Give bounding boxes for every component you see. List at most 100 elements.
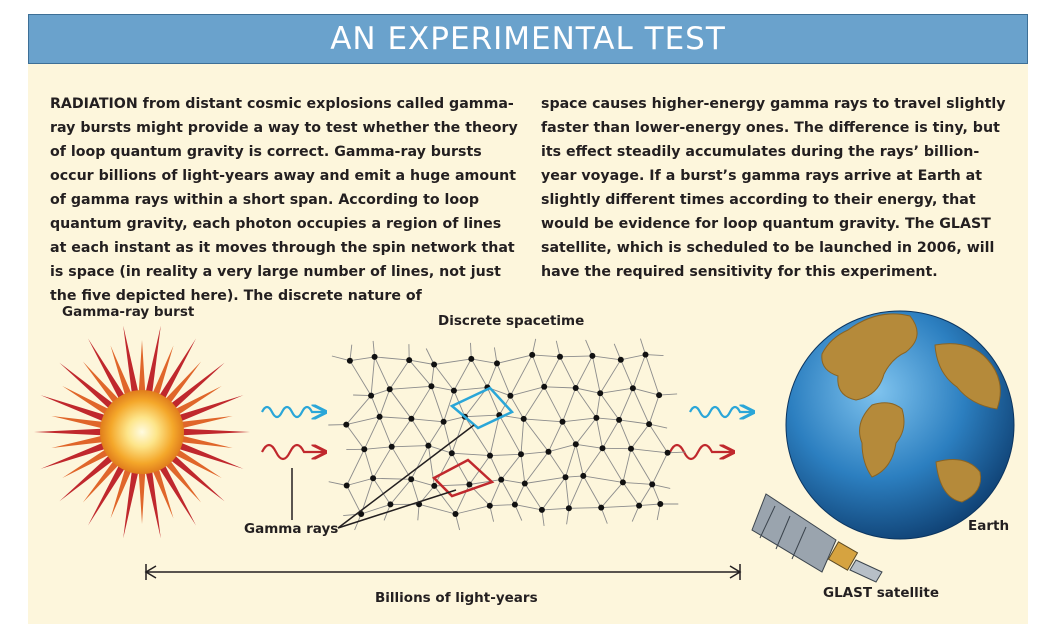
label-gamma-rays: Gamma rays xyxy=(244,521,339,537)
burst-ray xyxy=(34,428,105,436)
burst-ray xyxy=(88,463,126,526)
network-edge xyxy=(345,395,372,425)
network-edge xyxy=(496,354,533,364)
land-mass xyxy=(859,402,905,478)
network-edge xyxy=(523,386,545,420)
network-node xyxy=(466,481,473,488)
photon-region-high xyxy=(449,386,515,430)
network-edge xyxy=(451,452,470,485)
network-edge xyxy=(374,356,391,390)
network-edges xyxy=(328,338,686,531)
network-node xyxy=(431,482,438,489)
network-edge xyxy=(373,477,412,480)
network-node xyxy=(450,387,457,394)
network-edge xyxy=(410,479,420,505)
spin-network xyxy=(328,338,686,531)
network-edge xyxy=(568,475,584,509)
network-edge xyxy=(548,443,576,453)
network-edge xyxy=(575,387,601,394)
network-edge xyxy=(618,419,632,449)
network-edge xyxy=(510,395,525,420)
network-edge xyxy=(343,513,362,517)
burst-ray xyxy=(40,395,108,423)
network-edge xyxy=(453,386,488,392)
network-node xyxy=(440,418,447,425)
network-node xyxy=(428,383,435,390)
network-edge xyxy=(649,423,668,429)
network-node xyxy=(557,353,563,360)
land-mass xyxy=(821,313,918,401)
network-edge xyxy=(523,418,549,452)
network-edge xyxy=(361,503,391,515)
network-edge xyxy=(443,416,466,423)
network-node xyxy=(507,392,514,399)
network-edge xyxy=(659,393,678,396)
body-text-right: space causes higher-energy gamma rays to… xyxy=(541,96,1006,280)
burst-ray xyxy=(173,386,222,416)
network-edge xyxy=(591,355,601,394)
network-node xyxy=(468,355,475,362)
network-edge xyxy=(433,485,456,515)
label-earth: Earth xyxy=(968,518,1010,534)
network-edge xyxy=(411,478,435,487)
network-edge xyxy=(632,388,650,425)
network-edge xyxy=(430,364,435,387)
network-edge xyxy=(524,451,549,484)
network-edge xyxy=(391,418,412,448)
network-edge xyxy=(374,356,410,361)
burst-ray xyxy=(168,362,225,411)
network-node xyxy=(529,351,536,358)
network-node xyxy=(511,501,518,508)
network-node xyxy=(371,353,378,360)
solar-panel xyxy=(849,559,883,583)
network-edge xyxy=(531,354,545,387)
network-edge xyxy=(411,418,444,423)
network-edge xyxy=(363,416,381,450)
network-node xyxy=(580,472,587,479)
network-edge xyxy=(372,478,391,505)
network-edge xyxy=(651,452,669,485)
burst-ray xyxy=(145,325,161,396)
network-edge xyxy=(667,451,686,454)
network-edge xyxy=(434,358,472,365)
network-edge xyxy=(510,354,533,397)
network-node xyxy=(616,416,623,423)
network-node xyxy=(589,352,596,359)
network-edge xyxy=(353,394,372,397)
network-edge xyxy=(489,504,515,507)
network-edge xyxy=(595,393,601,418)
burst-ray xyxy=(51,416,106,429)
network-edge xyxy=(645,354,660,396)
network-edge xyxy=(602,419,620,449)
network-edge xyxy=(582,475,602,508)
network-edge xyxy=(565,444,577,478)
burst-ray xyxy=(158,338,196,401)
network-edge xyxy=(500,454,522,480)
network-edge xyxy=(346,416,380,426)
network-edge xyxy=(651,484,661,505)
network-edge xyxy=(489,455,502,480)
network-edge xyxy=(443,390,455,422)
network-node xyxy=(521,480,528,487)
network-edge xyxy=(443,421,453,454)
network-edge xyxy=(464,416,491,456)
network-edge xyxy=(600,482,624,508)
burst-ray xyxy=(123,325,139,396)
earth-outline xyxy=(785,310,1015,540)
network-edge xyxy=(520,454,526,484)
network-node xyxy=(649,481,656,488)
network-edge xyxy=(595,417,603,449)
leader-line xyxy=(337,489,457,529)
body-text-left: RADIATION from distant cosmic explosions… xyxy=(50,96,518,304)
network-edge xyxy=(541,507,569,511)
network-edge xyxy=(346,449,365,486)
high-energy-ray-2 xyxy=(689,407,752,417)
network-edge xyxy=(601,505,640,509)
network-edge xyxy=(514,483,526,505)
network-edge xyxy=(486,363,498,388)
burst-ray xyxy=(62,386,111,416)
network-edge xyxy=(638,484,653,506)
network-node xyxy=(565,505,572,512)
network-node xyxy=(494,360,500,367)
network-node xyxy=(408,476,415,483)
